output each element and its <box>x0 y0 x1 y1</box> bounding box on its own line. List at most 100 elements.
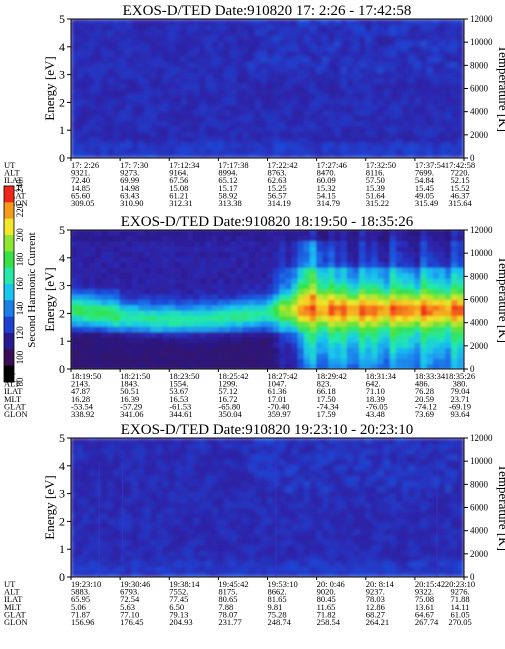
heatmap-cell <box>445 152 453 158</box>
heatmap-cell <box>236 277 244 284</box>
heatmap-cell <box>162 261 170 268</box>
heatmap-cell <box>420 152 428 158</box>
heatmap-cell <box>297 565 305 573</box>
heatmap-cell <box>242 320 250 327</box>
heatmap-cell <box>95 299 103 306</box>
heatmap-cell <box>230 533 238 541</box>
heatmap-cell <box>316 39 324 47</box>
heatmap-cell <box>144 146 152 154</box>
heatmap-cell <box>168 98 176 106</box>
heatmap-cell <box>402 61 410 68</box>
heatmap-cell <box>279 474 287 482</box>
heatmap-cell <box>95 309 103 317</box>
heatmap-cell <box>267 453 275 460</box>
heatmap-cell <box>217 453 226 460</box>
heatmap-cell <box>457 266 464 274</box>
heatmap-cell <box>291 77 299 84</box>
heatmap-cell <box>395 304 404 311</box>
heatmap-cell <box>95 357 103 365</box>
heatmap-cell <box>254 98 262 106</box>
heatmap-cell <box>181 304 189 311</box>
heatmap-cell <box>168 266 176 274</box>
heatmap-cell <box>205 272 213 279</box>
heatmap-cell <box>193 130 201 138</box>
heatmap-cell <box>101 442 109 450</box>
heatmap-cell <box>224 336 232 343</box>
heatmap-cell <box>273 39 281 47</box>
heatmap-cell <box>322 485 330 492</box>
heatmap-cell <box>377 474 385 482</box>
heatmap-cell <box>150 480 158 487</box>
heatmap-cell <box>445 82 453 89</box>
heatmap-cell <box>371 331 379 338</box>
heatmap-cell <box>205 347 213 354</box>
heatmap-cell <box>383 45 391 52</box>
heatmap-cell <box>303 82 311 89</box>
heatmap-cell <box>95 336 103 343</box>
heatmap-cell <box>107 507 115 514</box>
heatmap-cell <box>383 146 391 154</box>
heatmap-cell <box>420 77 428 84</box>
heatmap-cell <box>113 438 121 444</box>
heatmap-cell <box>224 272 232 279</box>
heatmap-cell <box>328 442 336 450</box>
heatmap-cell <box>359 490 367 498</box>
heatmap-cell <box>260 469 268 476</box>
heatmap-cell <box>131 304 140 311</box>
heatmap-cell <box>95 320 103 327</box>
heatmap-cell <box>174 266 183 274</box>
heatmap-cell <box>365 240 373 247</box>
heatmap-cell <box>181 299 189 306</box>
ephemeris-cell: 315.22 <box>366 198 389 208</box>
heatmap-cell <box>273 23 281 31</box>
heatmap-cell <box>95 50 103 57</box>
heatmap-cell <box>168 320 176 327</box>
heatmap-cell <box>107 555 115 562</box>
heatmap-cell <box>181 293 189 300</box>
heatmap-cell <box>101 250 109 258</box>
heatmap-cell <box>346 555 354 562</box>
heatmap-cell <box>82 272 90 279</box>
heatmap-cell <box>279 93 287 100</box>
heatmap-cell <box>451 331 459 338</box>
heatmap-cell <box>395 560 404 567</box>
heatmap-cell <box>408 458 416 466</box>
heatmap-cell <box>365 125 373 132</box>
heatmap-cell <box>260 39 268 47</box>
heatmap-cell <box>309 234 318 242</box>
heatmap-cell <box>322 55 330 63</box>
heatmap-cell <box>162 240 170 247</box>
heatmap-cell <box>260 448 268 455</box>
heatmap-cell <box>224 485 232 492</box>
heatmap-cell <box>285 245 293 252</box>
heatmap-cell <box>138 528 146 535</box>
heatmap-cell <box>156 490 164 498</box>
heatmap-cell <box>334 146 342 154</box>
heatmap-cell <box>260 66 268 73</box>
heatmap-cell <box>395 565 404 573</box>
heatmap-cell <box>217 245 226 252</box>
heatmap-cell <box>322 549 330 557</box>
heatmap-cell <box>131 299 140 306</box>
heatmap-cell <box>236 261 244 268</box>
heatmap-cell <box>107 464 115 471</box>
heatmap-cell <box>359 315 367 322</box>
heatmap-cell <box>187 29 195 36</box>
heatmap-cell <box>389 304 397 311</box>
heatmap-cell <box>346 77 354 84</box>
heatmap-cell <box>365 93 373 100</box>
heatmap-cell <box>328 250 336 258</box>
heatmap-cell <box>187 315 195 322</box>
heatmap-cell <box>150 114 158 122</box>
heatmap-cell <box>230 61 238 68</box>
heatmap-cell <box>408 325 416 333</box>
heatmap-cell <box>224 77 232 84</box>
heatmap-cell <box>101 109 109 116</box>
heatmap-cell <box>187 474 195 482</box>
heatmap-cell <box>371 480 379 487</box>
heatmap-cell <box>445 104 453 111</box>
heatmap-cell <box>365 352 373 359</box>
heatmap-cell <box>107 120 115 127</box>
heatmap-cell <box>316 442 324 450</box>
heatmap-cell <box>156 245 164 252</box>
